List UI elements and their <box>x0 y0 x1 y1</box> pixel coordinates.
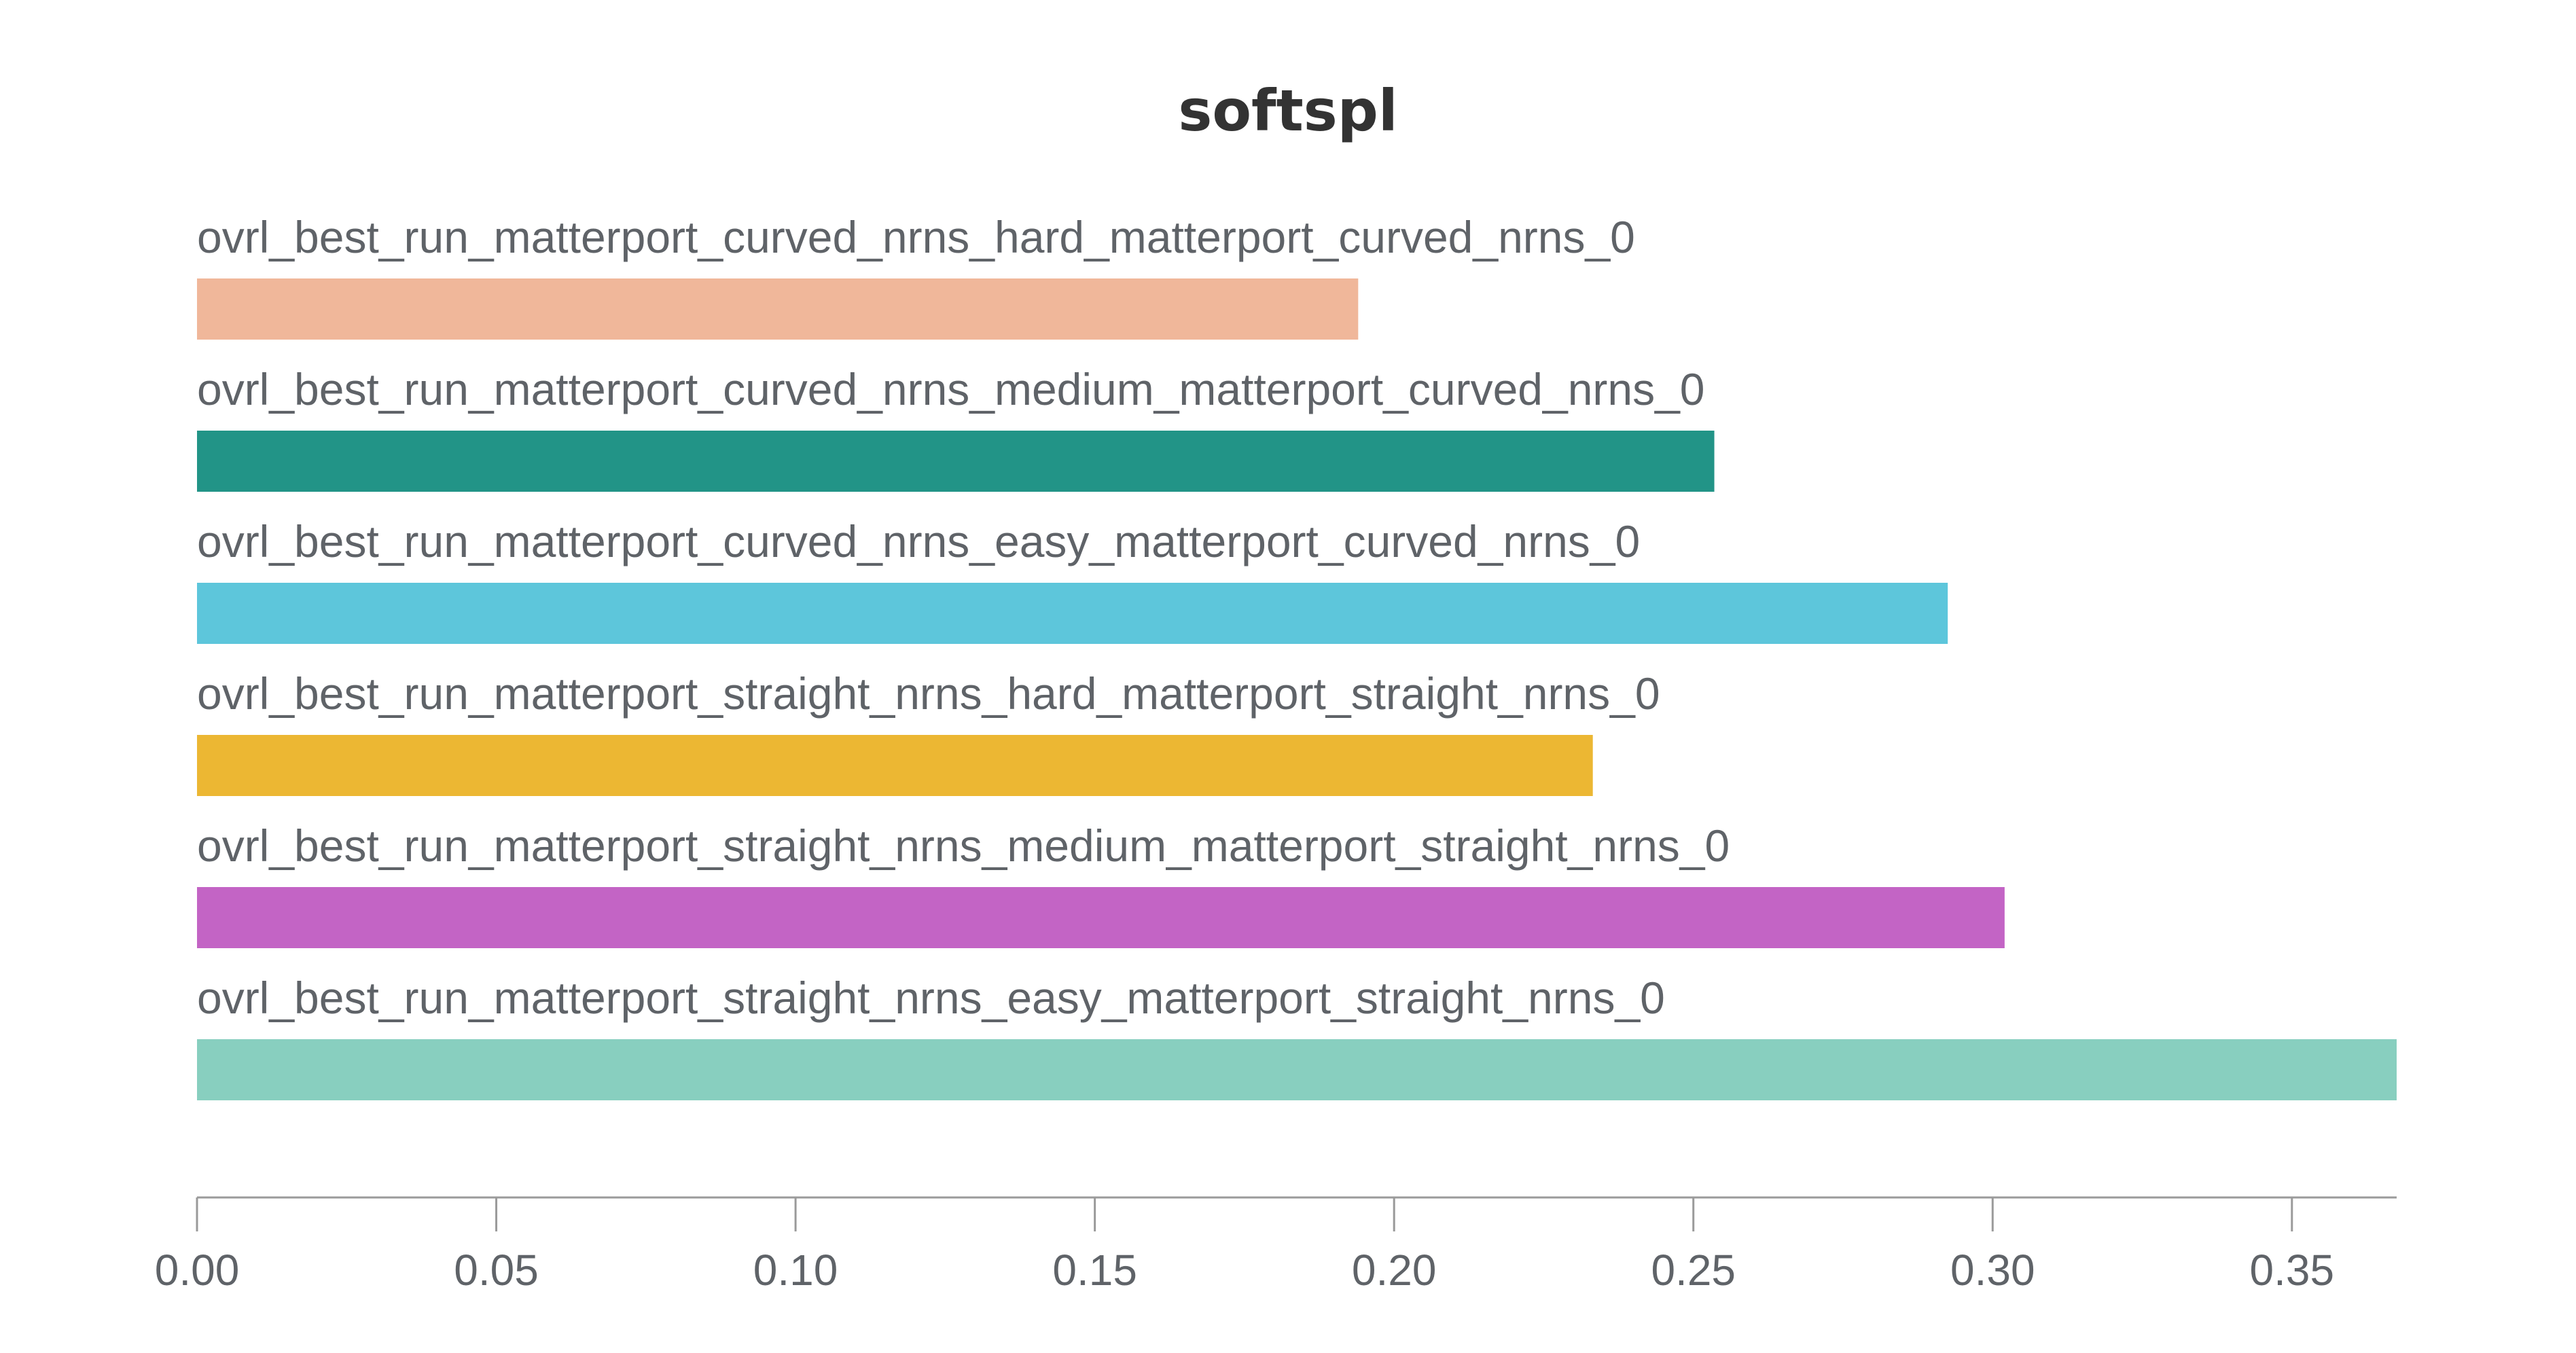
bar[interactable] <box>197 887 2005 948</box>
x-tick-label: 0.15 <box>1052 1246 1137 1295</box>
x-tick-label: 0.35 <box>2250 1246 2335 1295</box>
bar[interactable] <box>197 1039 2397 1100</box>
bar[interactable] <box>197 735 1593 796</box>
x-axis: 0.00 0.05 0.10 0.15 0.20 0.25 0.30 0.35 <box>155 1196 2397 1295</box>
x-tick-label: 0.30 <box>1950 1246 2035 1295</box>
bar[interactable] <box>197 583 1948 644</box>
bars: ovrl_best_run_matterport_curved_nrns_har… <box>197 212 2397 1100</box>
x-tick-label: 0.10 <box>753 1246 838 1295</box>
bar-label: ovrl_best_run_matterport_curved_nrns_med… <box>197 364 1705 414</box>
x-tick-label: 0.25 <box>1651 1246 1736 1295</box>
chart-title: softspl <box>1178 77 1397 144</box>
bar-label: ovrl_best_run_matterport_straight_nrns_h… <box>197 668 1660 719</box>
x-tick-label: 0.05 <box>454 1246 539 1295</box>
bar-label: ovrl_best_run_matterport_curved_nrns_har… <box>197 212 1635 262</box>
x-tick-label: 0.20 <box>1352 1246 1437 1295</box>
bar-label: ovrl_best_run_matterport_curved_nrns_eas… <box>197 516 1640 566</box>
bar-label: ovrl_best_run_matterport_straight_nrns_e… <box>197 973 1665 1023</box>
x-tick-label: 0.00 <box>155 1246 240 1295</box>
bar[interactable] <box>197 431 1715 492</box>
bar-label: ovrl_best_run_matterport_straight_nrns_m… <box>197 820 1730 871</box>
bar[interactable] <box>197 278 1359 340</box>
